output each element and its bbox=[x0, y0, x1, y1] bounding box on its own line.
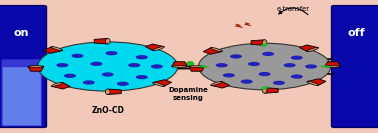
Ellipse shape bbox=[325, 66, 341, 67]
FancyBboxPatch shape bbox=[0, 6, 46, 127]
Polygon shape bbox=[251, 40, 265, 45]
Circle shape bbox=[291, 56, 303, 60]
Polygon shape bbox=[153, 80, 172, 86]
Polygon shape bbox=[145, 44, 164, 51]
Text: off: off bbox=[347, 28, 365, 38]
Ellipse shape bbox=[153, 47, 164, 51]
Polygon shape bbox=[203, 48, 222, 54]
Circle shape bbox=[248, 62, 260, 66]
Ellipse shape bbox=[307, 47, 319, 52]
Ellipse shape bbox=[262, 88, 267, 93]
Polygon shape bbox=[28, 66, 44, 71]
Circle shape bbox=[136, 75, 148, 79]
Polygon shape bbox=[325, 62, 341, 66]
Polygon shape bbox=[265, 88, 278, 93]
Ellipse shape bbox=[199, 65, 209, 68]
Circle shape bbox=[223, 73, 235, 77]
Text: on: on bbox=[14, 28, 29, 38]
Circle shape bbox=[305, 64, 317, 69]
Ellipse shape bbox=[321, 65, 330, 68]
Circle shape bbox=[291, 74, 303, 79]
Ellipse shape bbox=[172, 66, 187, 67]
Circle shape bbox=[284, 63, 296, 67]
Circle shape bbox=[273, 81, 285, 85]
Circle shape bbox=[90, 62, 102, 66]
FancyBboxPatch shape bbox=[332, 6, 378, 127]
Circle shape bbox=[64, 74, 76, 78]
FancyBboxPatch shape bbox=[2, 59, 42, 126]
Text: e-transfer: e-transfer bbox=[276, 6, 310, 12]
Polygon shape bbox=[172, 62, 187, 66]
Ellipse shape bbox=[186, 61, 194, 67]
Ellipse shape bbox=[105, 89, 110, 95]
Circle shape bbox=[128, 63, 140, 67]
Ellipse shape bbox=[153, 82, 164, 86]
Polygon shape bbox=[108, 89, 121, 95]
Circle shape bbox=[262, 52, 274, 56]
Circle shape bbox=[83, 80, 95, 85]
Polygon shape bbox=[211, 82, 230, 88]
Circle shape bbox=[56, 63, 68, 67]
Circle shape bbox=[241, 80, 253, 84]
FancyBboxPatch shape bbox=[3, 67, 41, 125]
Polygon shape bbox=[245, 23, 251, 26]
Circle shape bbox=[102, 72, 114, 77]
Ellipse shape bbox=[211, 81, 222, 86]
Circle shape bbox=[259, 72, 271, 76]
Circle shape bbox=[38, 42, 178, 91]
Circle shape bbox=[151, 64, 163, 69]
Ellipse shape bbox=[51, 47, 63, 51]
Polygon shape bbox=[51, 82, 70, 89]
Polygon shape bbox=[189, 66, 204, 71]
Circle shape bbox=[105, 51, 118, 55]
Polygon shape bbox=[235, 24, 243, 28]
Ellipse shape bbox=[189, 66, 204, 67]
Ellipse shape bbox=[307, 81, 319, 86]
Circle shape bbox=[230, 54, 242, 59]
Ellipse shape bbox=[261, 43, 268, 47]
Polygon shape bbox=[94, 38, 108, 44]
Ellipse shape bbox=[261, 86, 268, 90]
Ellipse shape bbox=[211, 47, 222, 52]
Circle shape bbox=[215, 63, 228, 67]
Ellipse shape bbox=[105, 38, 110, 44]
Polygon shape bbox=[307, 79, 326, 85]
Text: ZnO-CD: ZnO-CD bbox=[91, 106, 124, 115]
Text: Dopamine
sensing: Dopamine sensing bbox=[168, 87, 208, 101]
Circle shape bbox=[117, 82, 129, 86]
Circle shape bbox=[198, 43, 331, 90]
Ellipse shape bbox=[28, 66, 44, 67]
Circle shape bbox=[71, 54, 84, 58]
Ellipse shape bbox=[51, 82, 63, 86]
Polygon shape bbox=[44, 47, 62, 53]
Ellipse shape bbox=[262, 40, 267, 45]
Circle shape bbox=[136, 55, 148, 59]
Polygon shape bbox=[299, 45, 318, 51]
